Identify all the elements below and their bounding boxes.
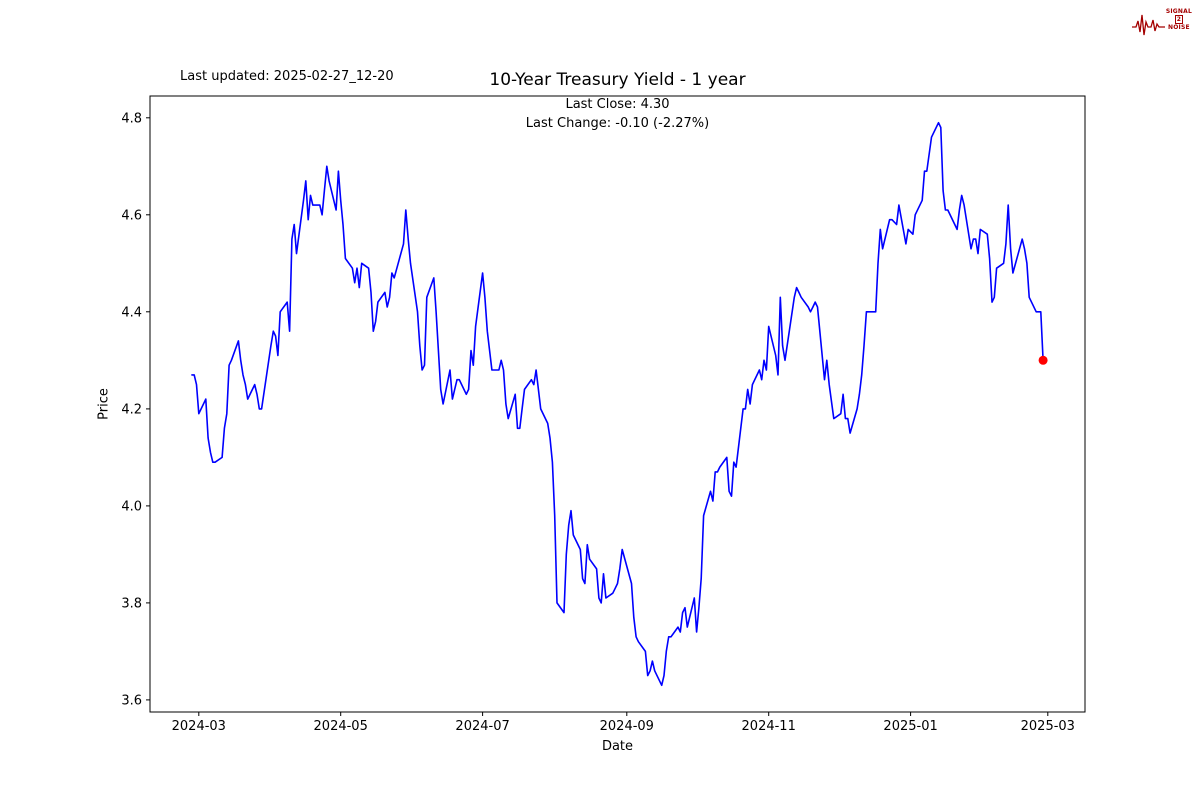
logo-text: SIGNAL 2 NOISE bbox=[1166, 8, 1192, 31]
x-tick-label: 2024-05 bbox=[314, 719, 368, 734]
y-tick-label: 4.4 bbox=[121, 305, 142, 320]
last-close-marker bbox=[1038, 355, 1048, 365]
logo-line-signal: SIGNAL bbox=[1165, 8, 1192, 15]
x-tick-label: 2024-09 bbox=[600, 719, 654, 734]
x-tick-label: 2024-11 bbox=[742, 719, 796, 734]
x-tick-label: 2024-03 bbox=[172, 719, 226, 734]
chart-title: 10-Year Treasury Yield - 1 year bbox=[489, 70, 746, 90]
signal2noise-logo: SIGNAL 2 NOISE bbox=[1132, 6, 1192, 46]
x-tick-label: 2024-07 bbox=[455, 719, 509, 734]
y-tick-label: 4.6 bbox=[121, 208, 142, 223]
x-axis-label: Date bbox=[601, 739, 634, 754]
waveform-icon bbox=[1132, 14, 1165, 36]
logo-line-noise: NOISE bbox=[1168, 24, 1190, 31]
y-tick-label: 4.8 bbox=[121, 111, 142, 126]
last-change-text: Last Change: -0.10 (-2.27%) bbox=[525, 116, 710, 131]
y-tick-label: 3.8 bbox=[121, 596, 142, 611]
chart-subtitle: Last Close: 4.30 Last Change: -0.10 (-2.… bbox=[150, 95, 1085, 133]
plot-border bbox=[149, 95, 1086, 713]
y-tick-label: 4.0 bbox=[121, 499, 142, 514]
logo-line-2: 2 bbox=[1174, 15, 1184, 24]
yield-line bbox=[191, 121, 1044, 687]
y-tick-label: 3.6 bbox=[121, 693, 142, 708]
y-axis-label: Price bbox=[96, 388, 112, 420]
last-close-text: Last Close: 4.30 bbox=[565, 97, 670, 112]
x-tick-label: 2025-01 bbox=[883, 719, 937, 734]
x-tick-label: 2025-03 bbox=[1021, 719, 1075, 734]
y-tick-label: 4.2 bbox=[121, 402, 142, 417]
last-updated-label: Last updated: 2025-02-27_12-20 bbox=[180, 69, 394, 84]
